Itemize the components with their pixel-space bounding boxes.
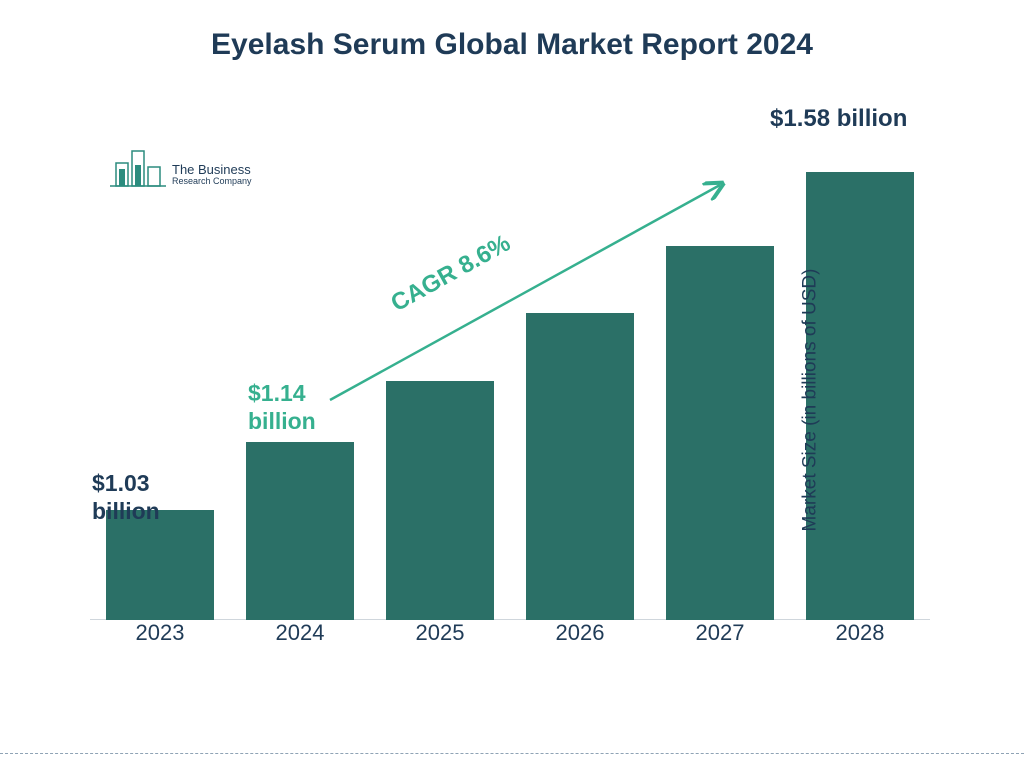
yaxis-label: Market Size (in billions of USD) — [800, 269, 822, 532]
xlabel-2028: 2028 — [790, 620, 930, 670]
value-label-2023-amount: $1.03 — [92, 470, 160, 498]
bar-2026 — [510, 313, 650, 620]
xlabel-2027: 2027 — [650, 620, 790, 670]
value-label-2028-amount: $1.58 billion — [770, 105, 907, 134]
bar-rect-2024 — [246, 442, 354, 620]
bar-chart: 202320242025202620272028 Market Size (in… — [90, 130, 930, 670]
value-label-2024-unit: billion — [248, 408, 316, 436]
xlabel-2024: 2024 — [230, 620, 370, 670]
chart-title: Eyelash Serum Global Market Report 2024 — [0, 28, 1024, 62]
bar-rect-2028 — [806, 172, 914, 620]
bar-2025 — [370, 381, 510, 620]
bar-rect-2023 — [106, 510, 214, 620]
xlabel-2026: 2026 — [510, 620, 650, 670]
bar-rect-2027 — [666, 246, 774, 620]
xlabel-2025: 2025 — [370, 620, 510, 670]
xaxis-labels: 202320242025202620272028 — [90, 620, 930, 670]
bar-rect-2025 — [386, 381, 494, 620]
value-label-2028: $1.58 billion — [770, 105, 907, 134]
bar-rect-2026 — [526, 313, 634, 620]
bar-2027 — [650, 246, 790, 620]
value-label-2024-amount: $1.14 — [248, 380, 316, 408]
bar-2023 — [90, 510, 230, 620]
bar-2024 — [230, 442, 370, 620]
xlabel-2023: 2023 — [90, 620, 230, 670]
value-label-2024: $1.14 billion — [248, 380, 316, 435]
footer-divider — [0, 753, 1024, 754]
value-label-2023-unit: billion — [92, 498, 160, 526]
value-label-2023: $1.03 billion — [92, 470, 160, 525]
